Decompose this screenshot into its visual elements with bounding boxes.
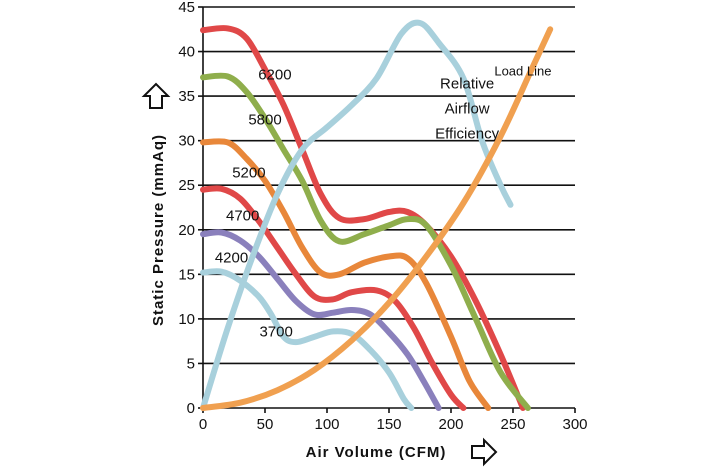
tick-labels: 0 5 10 15 20 25 30 35 40 45 0 50 100 150 200 250 300	[178, 0, 587, 433]
annotation-6200: 6200	[258, 67, 291, 84]
y-tick-label-20: 20	[178, 222, 195, 239]
annotation-3700: 3700	[259, 323, 292, 340]
x-tick-label-300: 300	[562, 416, 587, 433]
x-axis-title: Air Volume (CFM)	[306, 444, 447, 461]
y-tick-label-10: 10	[178, 311, 195, 328]
series-line-relative-airflow-efficiency	[200, 19, 514, 411]
y-axis-arrow-icon	[141, 82, 171, 109]
y-tick-label-25: 25	[178, 177, 195, 194]
annotation-5200: 5200	[232, 165, 265, 182]
x-tick-label-50: 50	[257, 416, 274, 433]
x-tick-label-100: 100	[314, 416, 339, 433]
series-lines	[200, 19, 554, 411]
y-tick-label-0: 0	[187, 400, 195, 417]
x-tick-label-0: 0	[199, 416, 207, 433]
series-line-6200	[200, 25, 526, 411]
series-line-5200	[200, 138, 492, 411]
annotation-5800: 5800	[248, 111, 281, 128]
annotations: 6200 5800 5200 4700 4200 3700 Relative Airflow E…	[215, 63, 552, 340]
y-tick-label-35: 35	[178, 88, 195, 105]
axes	[198, 6, 576, 413]
series-line-4200	[200, 229, 442, 411]
series-line-5800	[200, 72, 531, 411]
annotation-4200: 4200	[215, 249, 248, 266]
annotation-relative: Relative	[440, 76, 494, 93]
y-tick-label-30: 30	[178, 133, 195, 150]
annotation-efficiency: Efficiency	[435, 126, 499, 143]
y-tick-label-45: 45	[178, 0, 195, 16]
y-axis-title: Static Pressure (mmAq)	[150, 134, 167, 326]
y-tick-label-40: 40	[178, 44, 195, 61]
y-tick-label-15: 15	[178, 266, 195, 283]
annotation-4700: 4700	[226, 208, 259, 225]
annotation-load-line: Load Line	[494, 63, 551, 78]
x-tick-label-200: 200	[438, 416, 463, 433]
annotation-airflow: Airflow	[445, 101, 490, 118]
series-line-4700	[200, 185, 467, 411]
series-line-load-line	[200, 26, 554, 411]
x-tick-label-250: 250	[500, 416, 525, 433]
x-axis-arrow-icon	[471, 437, 498, 467]
y-tick-label-5: 5	[187, 355, 195, 372]
x-tick-label-150: 150	[376, 416, 401, 433]
